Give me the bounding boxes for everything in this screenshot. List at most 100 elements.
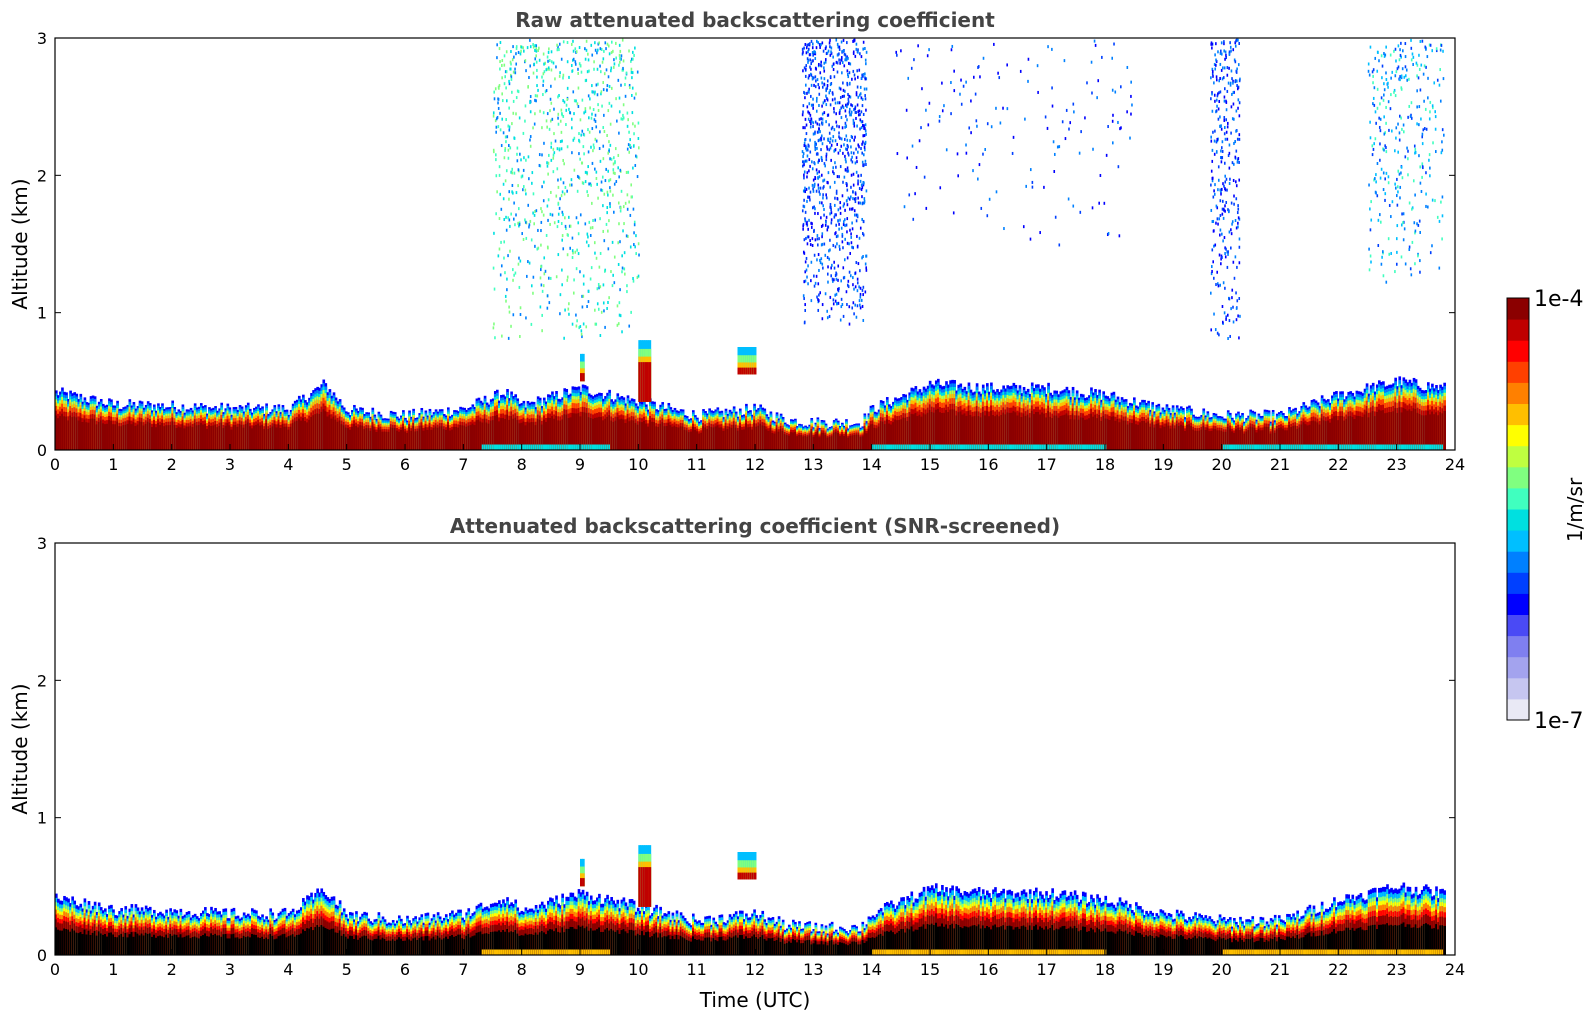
- heatmap-cell: [1032, 444, 1036, 450]
- heatmap-cell: [177, 426, 181, 450]
- heatmap-cell: [728, 426, 732, 450]
- heatmap-cell: [77, 420, 81, 450]
- heatmap-cell: [134, 425, 138, 450]
- heatmap-cell: [1063, 414, 1067, 450]
- heatmap-cell: [393, 428, 397, 450]
- heatmap-cell: [1259, 444, 1263, 450]
- heatmap-cell: [340, 424, 344, 450]
- heatmap-cell: [759, 423, 763, 450]
- heatmap-cell: [314, 414, 317, 450]
- heatmap-cell: [1035, 444, 1038, 450]
- heatmap-cell: [510, 416, 513, 450]
- heatmap-cell: [1147, 421, 1150, 450]
- heatmap-cell: [1263, 426, 1267, 450]
- heatmap-cell: [150, 427, 154, 450]
- heatmap-cell: [1045, 417, 1048, 450]
- heatmap-cell: [616, 417, 620, 450]
- heatmap-cell: [1271, 426, 1275, 450]
- heatmap-cell: [293, 421, 297, 450]
- heatmap-cell: [912, 414, 916, 450]
- heatmap-cell: [1106, 418, 1110, 450]
- heatmap-cell: [300, 420, 303, 450]
- heatmap-cell: [97, 422, 101, 450]
- heatmap-cell: [359, 425, 362, 450]
- heatmap-cell: [187, 426, 191, 450]
- heatmap-cell: [175, 428, 179, 450]
- heatmap-cell: [545, 444, 548, 450]
- heatmap-cell: [1057, 417, 1061, 450]
- heatmap-cell: [632, 420, 636, 450]
- heatmap-cell: [790, 432, 793, 450]
- heatmap-cell: [1006, 412, 1010, 450]
- heatmap-cell: [344, 427, 348, 450]
- heatmap-cell: [208, 425, 211, 450]
- heatmap-cell: [1186, 424, 1189, 450]
- heatmap-cell: [406, 432, 409, 450]
- heatmap-cell: [1245, 444, 1248, 450]
- heatmap-cell: [453, 426, 456, 450]
- heatmap-cell: [1112, 416, 1116, 450]
- heatmap-cell: [585, 413, 589, 450]
- heatmap-cell: [883, 444, 887, 450]
- heatmap-cell: [634, 422, 638, 450]
- heatmap-cell: [767, 430, 771, 450]
- heatmap-cell: [1016, 444, 1020, 450]
- heatmap-cell: [692, 426, 695, 450]
- heatmap-cell: [885, 444, 889, 450]
- heatmap-cell: [1086, 419, 1089, 450]
- heatmap-cell: [932, 444, 936, 450]
- heatmap-cell: [773, 433, 777, 450]
- heatmap-cell: [1237, 427, 1240, 450]
- heatmap-cell: [520, 422, 524, 450]
- heatmap-cell: [1149, 426, 1152, 450]
- heatmap-cell: [479, 421, 483, 450]
- heatmap-cell: [1204, 429, 1208, 450]
- heatmap-cell: [924, 444, 928, 450]
- heatmap-cell: [1039, 414, 1042, 450]
- heatmap-cell: [1000, 414, 1003, 450]
- heatmap-cell: [749, 426, 752, 450]
- heatmap-cell: [1124, 420, 1128, 450]
- heatmap-cell: [549, 444, 552, 450]
- heatmap-cell: [1043, 444, 1046, 450]
- heatmap-cell: [534, 425, 538, 450]
- heatmap-cell: [473, 425, 477, 450]
- heatmap-cell: [589, 444, 593, 450]
- heatmap-cell: [896, 420, 899, 450]
- heatmap-cell: [1022, 413, 1026, 450]
- heatmap-cell: [430, 429, 434, 450]
- heatmap-cell: [1014, 412, 1018, 450]
- heatmap-cell: [1222, 444, 1226, 450]
- heatmap-cell: [291, 423, 295, 450]
- heatmap-cell: [242, 427, 246, 450]
- heatmap-cell: [1037, 444, 1040, 450]
- heatmap-cell: [1269, 444, 1273, 450]
- heatmap-cell: [885, 419, 889, 450]
- heatmap-cell: [549, 418, 552, 450]
- heatmap-cell: [159, 425, 162, 450]
- heatmap-cell: [514, 417, 518, 450]
- heatmap-cell: [1116, 419, 1120, 450]
- heatmap-cell: [653, 422, 656, 450]
- heatmap-cell: [285, 426, 289, 450]
- heatmap-cell: [559, 444, 562, 450]
- heatmap-cell: [385, 431, 389, 450]
- heatmap-cell: [636, 424, 640, 450]
- heatmap-cell: [610, 420, 613, 450]
- heatmap-cell: [981, 412, 985, 450]
- heatmap-cell: [1141, 420, 1144, 450]
- heatmap-cell: [283, 426, 287, 450]
- heatmap-cell: [567, 444, 571, 450]
- heatmap-cell: [890, 444, 893, 450]
- heatmap-cell: [528, 422, 532, 450]
- heatmap-cell: [949, 409, 952, 450]
- heatmap-cell: [1241, 444, 1244, 450]
- heatmap-cell: [591, 444, 595, 450]
- heatmap-cell: [563, 414, 567, 450]
- heatmap-cell: [567, 418, 571, 450]
- heatmap-cell: [755, 426, 758, 450]
- heatmap-cell: [1228, 444, 1232, 450]
- heatmap-cell: [263, 429, 266, 450]
- heatmap-cell: [804, 435, 807, 450]
- heatmap-cell: [502, 417, 505, 450]
